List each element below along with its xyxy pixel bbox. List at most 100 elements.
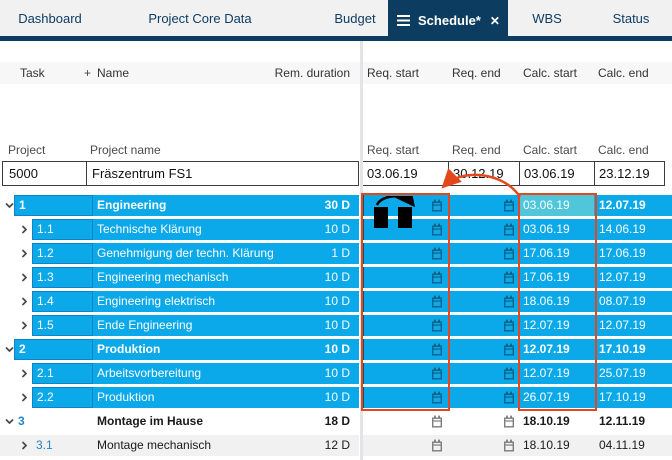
task-calc-end[interactable]: 08.07.19 <box>599 294 646 308</box>
task-name[interactable]: Ende Engineering <box>97 318 193 332</box>
task-name[interactable]: Engineering <box>97 198 167 212</box>
calendar-icon[interactable] <box>431 271 443 284</box>
task-name[interactable]: Arbeitsvorbereitung <box>97 366 202 380</box>
tab-wbs[interactable]: WBS <box>512 0 582 36</box>
calendar-icon[interactable] <box>431 199 443 212</box>
tab-status[interactable]: Status <box>590 0 672 36</box>
task-rem-duration[interactable]: 10 D <box>324 294 350 308</box>
task-rem-duration[interactable]: 12 D <box>324 438 350 452</box>
task-rem-duration[interactable]: 10 D <box>324 318 350 332</box>
calendar-icon[interactable] <box>503 415 515 428</box>
column-header-task[interactable]: Task <box>20 66 45 80</box>
calendar-icon[interactable] <box>503 199 515 212</box>
task-row[interactable]: 1.2 Genehmigung der techn. Klärung 1 D 17.0… <box>0 243 672 264</box>
tab-dashboard[interactable]: Dashboard <box>0 0 100 36</box>
chevron-right-icon[interactable] <box>19 320 30 331</box>
calendar-icon[interactable] <box>431 295 443 308</box>
task-row[interactable]: 2.1 Arbeitsvorbereitung 10 D 12.07.19 25.07.… <box>0 363 672 384</box>
task-row[interactable]: 1.3 Engineering mechanisch 10 D 17.06.19 12.… <box>0 267 672 288</box>
column-header-rem-duration[interactable]: Rem. duration <box>274 66 350 80</box>
task-calc-end[interactable]: 14.06.19 <box>599 222 646 236</box>
task-rem-duration[interactable]: 10 D <box>324 222 350 236</box>
tab-schedule[interactable]: Schedule* ✕ <box>388 0 508 41</box>
task-id-cell[interactable]: 2.1 <box>32 363 93 384</box>
chevron-right-icon[interactable] <box>19 272 30 283</box>
calendar-icon[interactable] <box>503 391 515 404</box>
calendar-icon[interactable] <box>431 439 443 452</box>
chevron-right-icon[interactable] <box>19 440 30 451</box>
task-row[interactable]: 1 Engineering 30 D 03.06.19 12.07.19 <box>0 184 672 228</box>
calendar-icon[interactable] <box>431 319 443 332</box>
calendar-icon[interactable] <box>431 415 443 428</box>
task-rem-duration[interactable]: 18 D <box>324 414 350 428</box>
task-name[interactable]: Technische Klärung <box>97 222 202 236</box>
project-row-left-cell[interactable]: 5000 Fräszentrum FS1 <box>2 161 359 186</box>
task-rem-duration[interactable]: 10 D <box>324 366 350 380</box>
task-calc-start[interactable]: 17.06.19 <box>523 270 570 284</box>
task-calc-end[interactable]: 12.07.19 <box>599 318 646 332</box>
column-header-req-start[interactable]: Req. start <box>367 66 420 80</box>
chevron-down-icon[interactable] <box>4 344 15 355</box>
task-row[interactable]: 1.1 Technische Klärung 10 D 03.06.19 14.06.1… <box>0 219 672 240</box>
task-name[interactable]: Engineering mechanisch <box>97 270 229 284</box>
task-rem-duration[interactable]: 30 D <box>324 198 350 212</box>
task-rem-duration[interactable]: 10 D <box>324 342 350 356</box>
task-row[interactable]: 2 Produktion 10 D 12.07.19 17.10.19 <box>0 339 672 360</box>
calendar-icon[interactable] <box>503 343 515 356</box>
task-row[interactable]: 1.5 Ende Engineering 10 D 12.07.19 12.07.19 <box>0 315 672 336</box>
task-name[interactable]: Genehmigung der techn. Klärung <box>97 246 274 260</box>
project-req-start-cell[interactable]: 03.06.19 <box>362 161 449 186</box>
task-id-cell[interactable]: 1.3 <box>32 267 93 288</box>
task-calc-start[interactable]: 18.10.19 <box>523 414 570 428</box>
calendar-icon[interactable] <box>431 343 443 356</box>
task-row[interactable]: 3 Montage im Hause 18 D 18.10.19 12.11.19 <box>0 411 672 432</box>
calendar-icon[interactable] <box>503 247 515 260</box>
task-name[interactable]: Engineering elektrisch <box>97 294 216 308</box>
project-id[interactable]: 5000 <box>9 166 38 181</box>
task-id-cell[interactable]: 3 <box>18 414 25 428</box>
column-header-name[interactable]: Name <box>97 66 130 80</box>
chevron-right-icon[interactable] <box>19 392 30 403</box>
column-header-calc-start[interactable]: Calc. start <box>523 66 578 80</box>
chevron-right-icon[interactable] <box>19 248 30 259</box>
project-calc-start-cell[interactable]: 03.06.19 <box>519 161 595 186</box>
task-calc-end[interactable]: 04.11.19 <box>599 438 645 452</box>
task-calc-start[interactable]: 12.07.19 <box>523 366 570 380</box>
task-id-cell[interactable]: 3.1 <box>36 438 53 452</box>
task-row[interactable]: 3.1 Montage mechanisch 12 D 18.10.19 04.11.1… <box>0 435 672 456</box>
task-id-cell[interactable]: 1.5 <box>32 315 93 336</box>
task-calc-end[interactable]: 17.10.19 <box>599 342 646 356</box>
task-calc-start[interactable]: 26.07.19 <box>523 390 570 404</box>
close-icon[interactable]: ✕ <box>489 13 500 28</box>
calendar-icon[interactable] <box>431 367 443 380</box>
calendar-icon[interactable] <box>503 295 515 308</box>
column-header-req-end[interactable]: Req. end <box>452 66 501 80</box>
add-column-button[interactable]: + <box>84 66 92 80</box>
task-calc-start[interactable]: 12.07.19 <box>523 342 570 356</box>
task-name[interactable]: Produktion <box>97 390 155 404</box>
task-rem-duration[interactable]: 1 D <box>331 246 350 260</box>
chevron-right-icon[interactable] <box>19 296 30 307</box>
chevron-down-icon[interactable] <box>4 416 15 427</box>
task-row[interactable]: 1.4 Engineering elektrisch 10 D 18.06.19 08.… <box>0 291 672 312</box>
task-calc-end[interactable]: 12.07.19 <box>599 198 646 212</box>
task-id-cell[interactable]: 2 <box>14 339 93 360</box>
calendar-icon[interactable] <box>503 319 515 332</box>
task-name[interactable]: Montage mechanisch <box>97 438 212 452</box>
column-header-calc-end[interactable]: Calc. end <box>598 66 649 80</box>
task-row[interactable]: 2.2 Produktion 10 D 26.07.19 17.10.19 <box>0 387 672 408</box>
chevron-right-icon[interactable] <box>19 368 30 379</box>
calendar-icon[interactable] <box>503 223 515 236</box>
task-id-cell[interactable]: 1.1 <box>32 219 93 240</box>
calendar-icon[interactable] <box>503 367 515 380</box>
task-rem-duration[interactable]: 10 D <box>324 390 350 404</box>
task-calc-start[interactable]: 18.10.19 <box>523 438 570 452</box>
task-calc-end[interactable]: 17.06.19 <box>599 246 646 260</box>
calendar-icon[interactable] <box>503 439 515 452</box>
calendar-icon[interactable] <box>503 271 515 284</box>
task-calc-end[interactable]: 25.07.19 <box>599 366 646 380</box>
tab-budget[interactable]: Budget <box>300 0 410 36</box>
chevron-down-icon[interactable] <box>4 200 15 211</box>
task-calc-start[interactable]: 12.07.19 <box>523 318 570 332</box>
task-calc-end[interactable]: 12.07.19 <box>599 270 646 284</box>
